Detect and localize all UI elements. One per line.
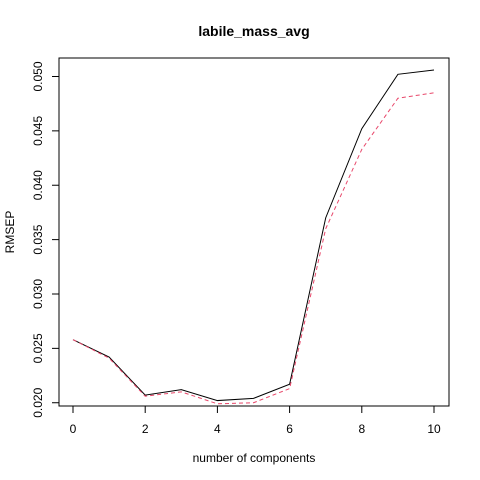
y-tick-label: 0.030	[31, 279, 45, 309]
y-tick-label: 0.025	[31, 333, 45, 363]
x-axis: 0 2 4 6 8 10	[70, 406, 441, 436]
x-tick-label: 4	[214, 422, 221, 436]
x-axis-title: number of components	[193, 451, 316, 465]
y-tick-label: 0.040	[31, 170, 45, 200]
x-tick-label: 10	[427, 422, 441, 436]
y-tick-label: 0.020	[31, 387, 45, 417]
x-tick-label: 6	[286, 422, 293, 436]
chart-title: labile_mass_avg	[198, 23, 309, 39]
y-axis: 0.020 0.025 0.030 0.035 0.040 0.045 0.050	[31, 61, 59, 418]
series-layer	[72, 69, 435, 405]
x-tick-label: 2	[142, 422, 149, 436]
x-tick-label: 8	[358, 422, 365, 436]
y-axis-title: RMSEP	[3, 211, 17, 254]
y-tick-label: 0.035	[31, 224, 45, 254]
y-tick-label: 0.045	[31, 116, 45, 146]
x-tick-label: 0	[70, 422, 77, 436]
series-line-2	[72, 92, 435, 405]
plot-frame	[58, 57, 450, 407]
y-tick-label: 0.050	[31, 61, 45, 91]
series-line-1	[72, 69, 435, 402]
